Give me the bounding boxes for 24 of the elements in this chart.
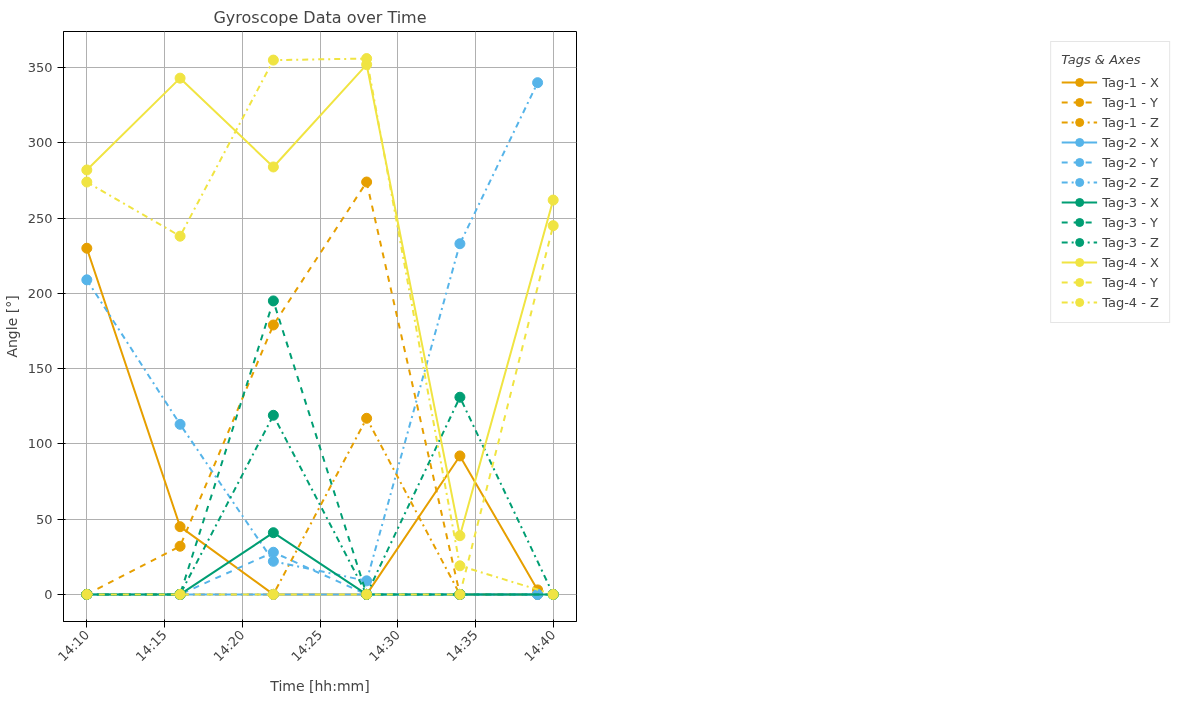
y-tick-label: 250 [27,210,53,226]
y-tick-label: 0 [44,586,53,602]
legend-label: Tag-4 - X [1102,254,1159,270]
legend-title: Tags & Axes [1061,52,1142,67]
legend-label: Tag-4 - Z [1102,294,1159,310]
y-tick-label: 200 [27,285,53,301]
legend-label: Tag-2 - Z [1102,174,1159,190]
y-tick-label: 100 [27,436,53,452]
legend-label: Tag-4 - Y [1102,274,1159,290]
legend-label: Tag-1 - Z [1102,114,1159,130]
y-tick-label: 150 [27,361,53,377]
legend-label: Tag-3 - Y [1102,214,1159,230]
legend-label: Tag-1 - X [1102,74,1159,90]
legend-label: Tag-2 - Y [1102,154,1159,170]
legend-label: Tag-3 - X [1102,194,1159,210]
y-tick-label: 350 [27,60,53,76]
y-axis-title: Angle [°] [3,295,20,358]
legend-label: Tag-3 - Z [1102,234,1159,250]
legend-label: Tag-1 - Y [1102,94,1159,110]
y-tick-label: 50 [35,511,53,527]
x-axis-title: Time [hh:mm] [269,677,370,694]
y-tick-label: 300 [27,135,53,151]
legend-label: Tag-2 - X [1102,134,1159,150]
chart-title: Gyroscope Data over Time [213,7,427,27]
